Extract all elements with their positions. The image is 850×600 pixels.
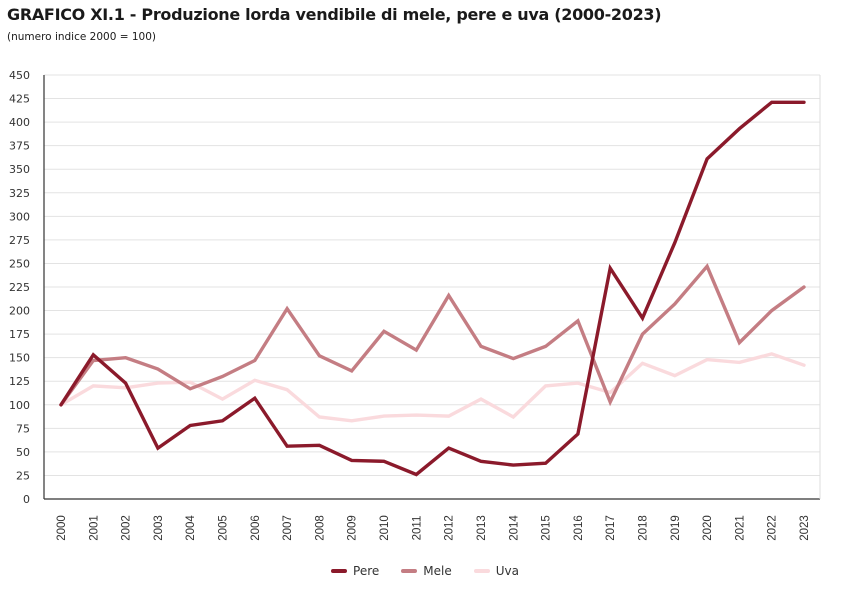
- y-tick-label: 275: [9, 234, 30, 247]
- y-tick-label: 350: [9, 163, 30, 176]
- series-line-uva: [59, 352, 806, 423]
- y-tick-label: 100: [9, 399, 30, 412]
- x-tick-label: 2021: [734, 515, 746, 541]
- legend-item-mele: Mele: [401, 564, 452, 578]
- legend-swatch: [331, 569, 348, 573]
- legend-item-pere: Pere: [331, 564, 379, 578]
- legend-swatch: [473, 569, 490, 573]
- series-line-mele: [59, 263, 806, 407]
- x-tick-label: 2001: [88, 515, 100, 541]
- y-tick-label: 150: [9, 352, 30, 365]
- x-tick-label: 2011: [411, 516, 423, 541]
- y-tick-label: 375: [9, 140, 30, 153]
- x-tick-label: 2008: [314, 515, 326, 541]
- y-tick-label: 250: [9, 257, 30, 270]
- x-tick-label: 2018: [637, 515, 649, 541]
- y-axis-ticks: 0 25 50 75 100 125 150 175 200 225 250 275 300 325 350…: [9, 69, 30, 506]
- y-tick-label: 25: [16, 469, 30, 482]
- x-tick-label: 2009: [347, 515, 359, 541]
- chart-subtitle: (numero indice 2000 = 100): [7, 31, 156, 43]
- y-tick-label: 125: [9, 375, 30, 388]
- x-tick-label: 2016: [573, 515, 585, 541]
- legend-label: Mele: [423, 564, 452, 578]
- grid-lines: [44, 74, 820, 476]
- legend-swatch: [401, 569, 418, 573]
- legend-label: Uva: [495, 564, 519, 578]
- y-tick-label: 0: [23, 493, 30, 506]
- x-tick-label: 2017: [605, 515, 617, 541]
- x-tick-label: 2022: [767, 515, 779, 541]
- x-tick-label: 2012: [444, 515, 456, 541]
- x-tick-label: 2020: [702, 515, 714, 541]
- y-tick-label: 225: [9, 281, 30, 294]
- x-tick-label: 2006: [250, 515, 262, 541]
- x-tick-label: 2013: [476, 515, 488, 541]
- x-tick-label: 2010: [379, 515, 391, 541]
- x-tick-label: 2019: [670, 515, 682, 541]
- y-tick-label: 425: [9, 93, 30, 106]
- legend-item-uva: Uva: [473, 564, 519, 578]
- legend-label: Pere: [353, 564, 380, 578]
- x-tick-label: 2000: [56, 515, 68, 541]
- chart-title: GRAFICO XI.1 - Produzione lorda vendibil…: [7, 5, 662, 24]
- legend: Pere Mele Uva: [0, 564, 850, 578]
- x-tick-label: 2004: [185, 515, 197, 541]
- y-tick-label: 200: [9, 305, 30, 318]
- x-tick-label: 2002: [121, 515, 133, 541]
- y-tick-label: 450: [9, 69, 30, 82]
- x-tick-label: 2014: [508, 515, 520, 541]
- x-tick-label: 2015: [541, 515, 553, 541]
- y-tick-label: 400: [9, 116, 30, 129]
- x-tick-label: 2003: [153, 515, 165, 541]
- series-line-pere: [59, 100, 806, 477]
- x-axis-ticks: 2000 2001 2002 2003 2004 2005 2006 2007 2008 2009…: [56, 515, 811, 541]
- y-tick-label: 75: [16, 422, 30, 435]
- y-tick-label: 50: [16, 446, 30, 459]
- series-lines: [59, 100, 806, 477]
- x-tick-label: 2005: [218, 515, 230, 541]
- y-tick-label: 300: [9, 210, 30, 223]
- x-tick-label: 2023: [799, 515, 811, 541]
- x-tick-label: 2007: [282, 515, 294, 541]
- y-tick-label: 325: [9, 187, 30, 200]
- y-tick-label: 175: [9, 328, 30, 341]
